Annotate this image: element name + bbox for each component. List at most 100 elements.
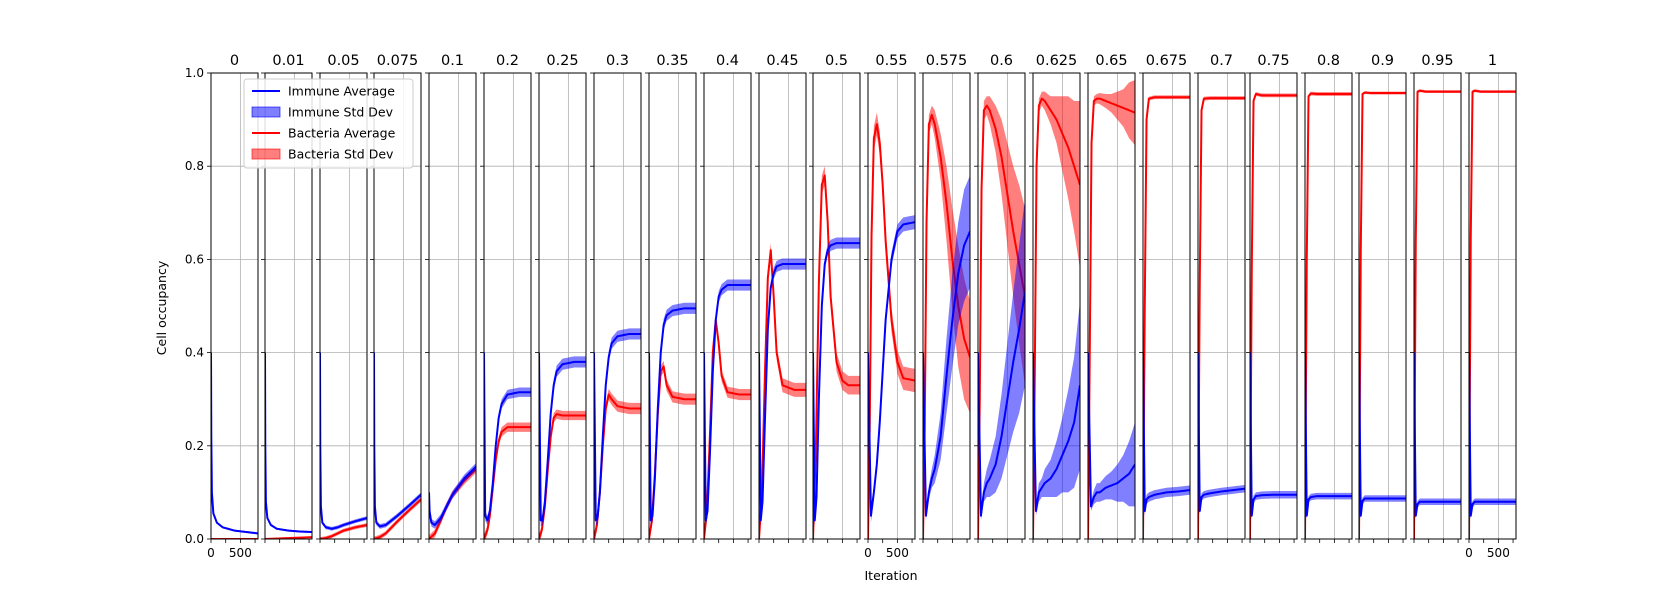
immune-average-line (211, 352, 258, 535)
immune-average-line (1414, 352, 1461, 517)
panel-title: 0.5 (825, 53, 848, 69)
immune-std-band (923, 175, 970, 521)
legend-label: Bacteria Std Dev (288, 147, 394, 162)
plot-area (1198, 96, 1245, 539)
panel-title: 0.45 (766, 53, 798, 69)
bacteria-average-line (1198, 97, 1245, 539)
plot-area (1250, 92, 1297, 539)
plot-area (1143, 95, 1190, 539)
immune-average-line (1250, 352, 1297, 517)
immune-std-band (1198, 348, 1245, 515)
panel: 0 500 1 (1465, 53, 1517, 560)
bacteria-average-line (923, 113, 970, 539)
plot-area (649, 302, 696, 539)
plot-area (759, 243, 806, 539)
panel-title: 0.7 (1210, 53, 1233, 69)
y-tick-label: 1.0 (185, 66, 204, 80)
panel-frame (1304, 72, 1353, 540)
panel-title: 0.05 (327, 53, 359, 69)
panels-group: 0.0 0.2 0.4 0.6 0.8 1.0 0 500 0 0.01 0.05 0.075 0.1 0… (185, 53, 1517, 560)
plot-area (429, 463, 476, 539)
plot-area (704, 279, 751, 539)
panel-frame (319, 72, 368, 540)
panel-frame (922, 72, 971, 540)
immune-std-band (978, 198, 1025, 521)
y-tick-label: 0.6 (185, 252, 204, 266)
bacteria-std-band (759, 243, 806, 539)
x-axis-label: Iteration (864, 568, 917, 583)
panel-frame (1358, 72, 1407, 540)
panel-frame (812, 72, 861, 540)
legend-label: Immune Average (288, 84, 395, 99)
legend: Immune Average Immune Std Dev Bacteria Ave… (243, 78, 414, 169)
immune-average-line (704, 284, 751, 522)
panel-title: 0.075 (377, 53, 419, 69)
plot-area (868, 112, 915, 539)
bacteria-average-line (1469, 89, 1516, 539)
panel-title: 0.6 (990, 53, 1013, 69)
panel: 0.45 (755, 53, 807, 543)
panel-title: 0.675 (1146, 53, 1188, 69)
panel-frame (210, 72, 259, 540)
plot-area (1414, 89, 1461, 539)
panel-title: 0.95 (1421, 53, 1453, 69)
x-tick-label: 500 (1487, 546, 1510, 560)
panel-title: 0.3 (606, 53, 629, 69)
immune-average-line (1305, 352, 1352, 517)
panel-frame (1468, 72, 1517, 540)
panel: 0.35 (645, 53, 697, 543)
plot-area (1033, 91, 1080, 539)
panel-title: 0.55 (875, 53, 907, 69)
immune-std-band (1033, 301, 1080, 516)
panel-title: 0.9 (1371, 53, 1394, 69)
y-tick-label: 0.8 (185, 159, 204, 173)
bacteria-average-line (1414, 89, 1461, 539)
y-tick-label: 0.4 (185, 346, 204, 360)
panel: 0.4 (700, 53, 752, 543)
bacteria-average-line (1033, 97, 1080, 539)
plot-area (978, 96, 1025, 539)
panel-title: 0.2 (496, 53, 519, 69)
panel-frame (1087, 72, 1136, 540)
immune-average-line (1359, 352, 1406, 517)
panel-title: 0.625 (1036, 53, 1078, 69)
panel-title: 0.35 (656, 53, 688, 69)
immune-average-line (539, 352, 586, 522)
panel: 0.75 (1246, 53, 1298, 543)
immune-average-line (868, 221, 915, 517)
panel-frame (1197, 72, 1246, 540)
plot-area (813, 166, 860, 539)
panel-frame (977, 72, 1026, 540)
x-tick-label: 500 (886, 546, 909, 560)
panel: 0 500 0.55 (864, 53, 916, 560)
bacteria-average-line (868, 123, 915, 539)
panel: 0.075 (370, 53, 422, 543)
immune-average-line (1198, 352, 1245, 513)
plot-area (320, 350, 367, 539)
bacteria-average-line (759, 249, 806, 539)
bacteria-average-line (1359, 91, 1406, 539)
panel-frame (538, 72, 587, 540)
bacteria-average-line (1250, 92, 1297, 539)
immune-average-line (374, 352, 421, 528)
panel-frame (648, 72, 697, 540)
plot-area (1305, 91, 1352, 539)
immune-average-line (759, 263, 806, 522)
immune-average-line (649, 307, 696, 522)
panel-frame (1142, 72, 1191, 540)
immune-average-line (265, 352, 312, 534)
immune-average-line (1033, 352, 1080, 513)
panel: 0.2 (480, 53, 532, 543)
bacteria-std-band (594, 388, 641, 539)
panel-title: 0.25 (546, 53, 578, 69)
legend-band-swatch (251, 148, 281, 160)
panel: 0.25 (535, 53, 587, 543)
y-tick-label: 0.0 (185, 532, 204, 546)
immune-average-line (813, 242, 860, 522)
plot-area (484, 347, 531, 539)
panel-title: 0.65 (1095, 53, 1127, 69)
x-tick-label: 0 (864, 546, 872, 560)
legend-label: Bacteria Average (288, 126, 396, 141)
plot-area (539, 347, 586, 539)
